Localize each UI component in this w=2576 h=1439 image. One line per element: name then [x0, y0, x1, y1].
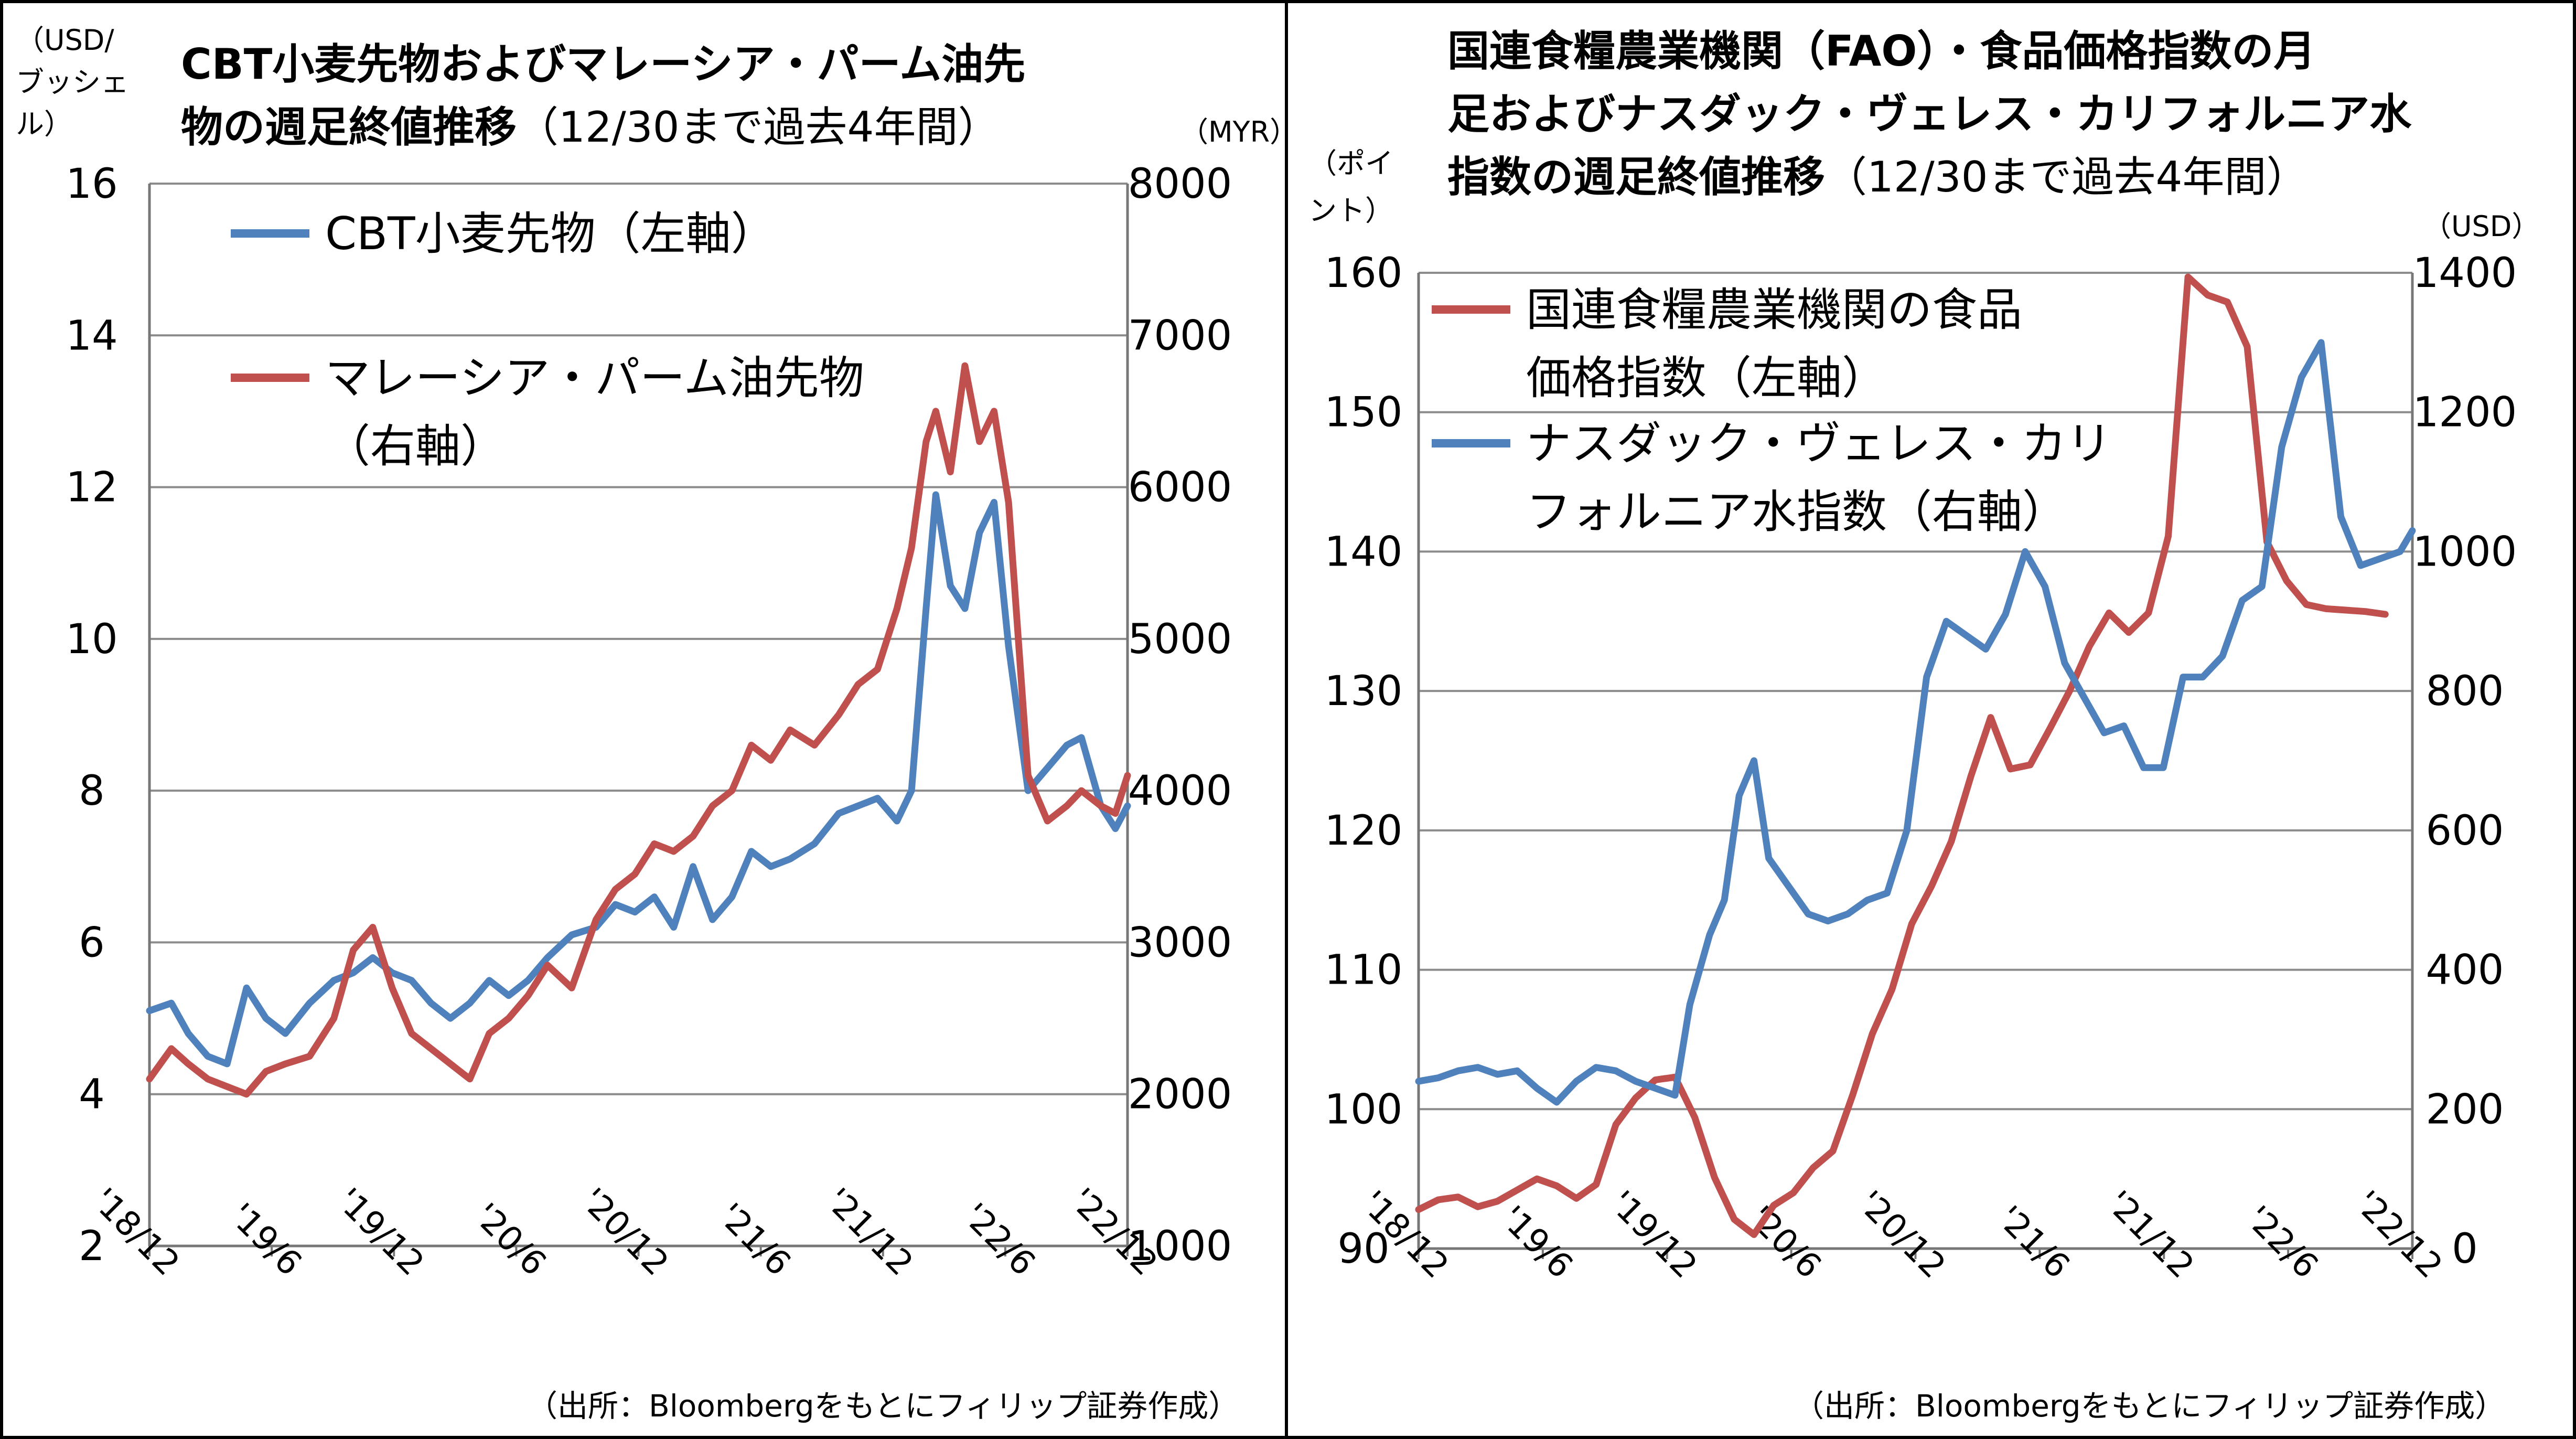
right-series-line-0	[1415, 273, 2389, 1238]
right-y-right-tick: 1400	[2413, 250, 2517, 297]
left-y-left-tick: 14	[66, 312, 117, 359]
right-y-right-tick: 200	[2426, 1086, 2504, 1133]
left-y-left-tick: 8	[79, 768, 105, 815]
left-series-line-0	[146, 491, 1131, 1068]
right-y-left-tick: 90	[1337, 1225, 1389, 1273]
left-axis-unit-line1: （USD/	[16, 24, 114, 57]
right-x-tick-label: '21/6	[1990, 1199, 2077, 1286]
right-y-right-tick: 400	[2426, 947, 2504, 994]
right-left-axis-unit-line1: （ポイ	[1308, 147, 1393, 180]
left-y-right-tick: 4000	[1128, 768, 1232, 815]
left-source-note: （出所：Bloombergをもとにフィリップ証券作成）	[527, 1388, 1239, 1424]
right-y-left-tick: 150	[1325, 389, 1403, 436]
left-axis-unit-line2: ブッシェ	[16, 66, 129, 99]
left-x-tick-label: '19/6	[222, 1196, 309, 1283]
left-x-tick-label: '19/12	[329, 1181, 431, 1283]
legend-label-water-line1: ナスダック・ヴェレス・カリ	[1526, 418, 2111, 470]
right-y-right-tick: 600	[2426, 807, 2504, 855]
left-y-right-tick: 5000	[1128, 616, 1232, 663]
legend-label-palm-oil-axis: （右軸）	[325, 420, 506, 473]
left-x-tick-label: '21/6	[711, 1196, 798, 1283]
right-left-axis-unit-line2: ント）	[1308, 194, 1393, 227]
legend-label-palm-oil: マレーシア・パーム油先物	[325, 352, 864, 404]
right-chart-title-line1: 国連食糧農業機関（FAO）・食品価格指数の月	[1447, 27, 2315, 76]
right-y-right-tick: 1000	[2413, 528, 2517, 575]
right-x-tick-label: '21/12	[2099, 1184, 2201, 1286]
left-chart-title-line2-period: （12/30まで過去4年間）	[517, 103, 1000, 152]
legend-label-water-line2: フォルニア水指数（右軸）	[1526, 486, 2067, 538]
right-y-left-tick: 160	[1325, 250, 1403, 297]
right-x-tick-label: '22/12	[2347, 1184, 2450, 1286]
left-y-right-tick: 6000	[1128, 464, 1232, 511]
right-x-tick-label: '22/6	[2238, 1199, 2325, 1286]
left-y-left-tick: 10	[66, 616, 117, 663]
right-y-left-tick: 110	[1325, 947, 1403, 994]
left-chart-title-line2: 物の週足終値推移（12/30まで過去4年間）	[181, 103, 1000, 152]
legend-label-fao-line2: 価格指数（左軸）	[1526, 352, 1887, 404]
left-x-tick-label: '20/12	[573, 1181, 675, 1283]
right-y-left-tick: 120	[1325, 807, 1403, 855]
left-series-line-1	[146, 362, 1131, 1098]
left-x-tick-label: '21/12	[818, 1181, 920, 1283]
right-source-note: （出所：Bloombergをもとにフィリップ証券作成）	[1794, 1388, 2505, 1424]
right-y-right-tick: 1200	[2413, 389, 2517, 436]
left-y-left-tick: 12	[66, 464, 117, 511]
right-right-axis-unit: （USD）	[2423, 210, 2540, 243]
right-x-tick-label: '19/12	[1602, 1184, 1704, 1286]
left-y-right-tick: 3000	[1128, 919, 1232, 966]
left-x-tick-label: '22/6	[955, 1196, 1042, 1283]
right-y-left-tick: 140	[1325, 528, 1403, 575]
right-x-tick-label: '20/12	[1850, 1184, 1952, 1286]
left-chart-title-line2-bold: 物の週足終値推移	[181, 103, 517, 152]
left-y-right-tick: 8000	[1128, 161, 1232, 208]
left-y-right-tick: 2000	[1128, 1071, 1232, 1118]
right-x-tick-label: '20/6	[1741, 1199, 1828, 1286]
right-x-tick-label: '19/6	[1493, 1199, 1580, 1286]
left-y-left-tick: 2	[79, 1223, 105, 1270]
right-y-right-tick: 0	[2452, 1225, 2478, 1273]
right-chart-title-line3-bold: 指数の週足終値推移	[1447, 153, 1825, 201]
left-x-tick-label: '20/6	[466, 1196, 553, 1283]
right-chart-title-line3-period: （12/30まで過去4年間）	[1825, 153, 2308, 201]
left-chart-title-line1: CBT小麦先物およびマレーシア・パーム油先	[181, 40, 1025, 89]
right-chart-title-line2: 足およびナスダック・ヴェレス・カリフォルニア水	[1447, 90, 2412, 138]
right-series-line-1	[1415, 339, 2416, 1106]
legend-label-wheat: CBT小麦先物（左軸）	[325, 208, 776, 260]
left-y-left-tick: 4	[79, 1071, 105, 1118]
right-chart-title-line3: 指数の週足終値推移（12/30まで過去4年間）	[1447, 153, 2308, 201]
left-y-left-tick: 16	[66, 161, 117, 208]
left-y-right-tick: 7000	[1128, 312, 1232, 359]
legend-label-fao-line1: 国連食糧農業機関の食品	[1526, 284, 2022, 336]
right-y-right-tick: 800	[2426, 668, 2504, 715]
right-y-left-tick: 130	[1325, 668, 1403, 715]
left-right-axis-unit: （MYR）	[1180, 115, 1298, 148]
left-axis-unit-line3: ル）	[16, 108, 72, 141]
left-y-left-tick: 6	[79, 919, 105, 966]
left-y-right-tick: 1000	[1128, 1223, 1232, 1270]
right-y-left-tick: 100	[1325, 1086, 1403, 1133]
